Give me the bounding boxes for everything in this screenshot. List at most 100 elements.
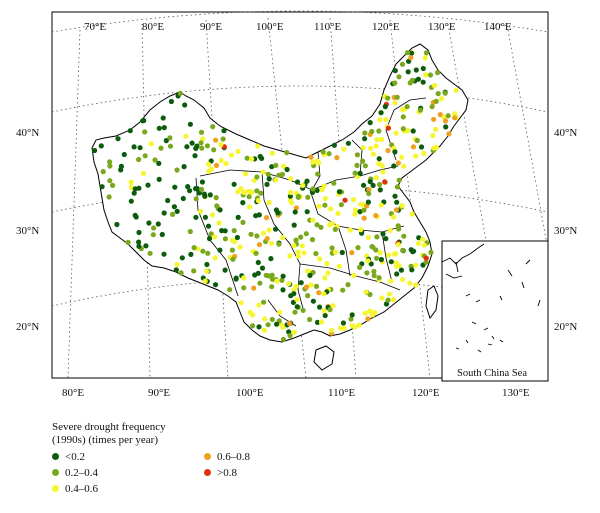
station-dot <box>354 152 360 158</box>
station-dot <box>299 243 305 249</box>
station-dot <box>423 255 429 261</box>
station-dot <box>231 228 237 234</box>
station-dot <box>410 128 416 134</box>
station-dot <box>373 255 380 261</box>
station-dot <box>199 145 205 151</box>
station-dot <box>222 267 228 273</box>
station-dot <box>211 147 217 153</box>
station-dot <box>324 260 330 267</box>
station-dot <box>280 273 286 279</box>
station-dot <box>151 225 157 231</box>
station-dot <box>438 96 444 102</box>
station-dot <box>131 190 137 196</box>
station-dot <box>291 243 297 249</box>
station-dot <box>241 275 247 281</box>
station-dot <box>148 141 154 147</box>
hainan-island <box>313 345 335 371</box>
station-dot <box>295 253 301 259</box>
station-dot <box>137 145 143 151</box>
station-dot <box>256 212 262 218</box>
station-dot <box>362 310 368 316</box>
station-dot <box>259 155 265 161</box>
station-dot <box>187 121 193 127</box>
station-dot <box>329 245 335 251</box>
station-dot <box>121 151 127 158</box>
station-dot <box>409 77 415 83</box>
station-dot <box>316 203 322 209</box>
station-dot <box>345 140 351 146</box>
station-dot <box>248 231 254 237</box>
station-dot <box>269 150 275 156</box>
station-dot <box>433 126 439 132</box>
station-dot <box>437 112 443 118</box>
station-dot <box>322 312 328 319</box>
station-dot <box>221 128 227 134</box>
station-dot <box>329 327 335 333</box>
station-dot <box>193 196 199 202</box>
station-dot <box>418 144 425 150</box>
station-dot <box>331 142 337 148</box>
station-dot <box>172 184 178 190</box>
station-dot <box>400 114 406 120</box>
station-dot <box>305 194 311 200</box>
station-dot <box>286 281 292 287</box>
station-dot <box>413 282 419 288</box>
station-dot <box>232 239 238 245</box>
station-dot <box>173 267 179 273</box>
station-dot <box>385 95 391 101</box>
station-dot <box>207 192 213 198</box>
station-dot <box>193 186 199 192</box>
station-dot <box>143 243 149 249</box>
station-dot <box>373 247 379 253</box>
station-dot <box>256 302 262 308</box>
station-dot <box>365 316 371 322</box>
station-dot <box>365 234 371 241</box>
station-dot <box>363 289 369 295</box>
lon-label-top: 70°E <box>84 21 106 33</box>
station-dot <box>371 273 377 279</box>
station-dot <box>405 69 411 75</box>
station-dot <box>92 147 98 154</box>
station-dot <box>327 222 333 228</box>
station-dot <box>358 201 364 207</box>
station-dot <box>204 268 210 274</box>
station-dot <box>255 270 261 276</box>
station-dot <box>276 241 282 247</box>
station-dot <box>332 249 338 255</box>
station-dot <box>294 179 301 185</box>
station-dot <box>205 223 212 229</box>
station-dot <box>259 265 266 271</box>
station-dot <box>386 291 392 297</box>
station-dot <box>355 245 361 251</box>
station-dot <box>222 236 228 242</box>
station-dot <box>158 145 164 151</box>
station-dot <box>189 140 195 146</box>
station-dot <box>380 231 386 237</box>
station-dot <box>326 151 332 157</box>
lat-label-left: 40°N <box>16 127 39 139</box>
station-dot <box>211 234 218 240</box>
station-dot <box>233 276 239 282</box>
station-dot <box>364 270 370 276</box>
station-dot <box>142 129 148 135</box>
station-dot <box>174 208 180 214</box>
drought-map: 70°E 80°E 90°E 100°E 110°E 120°E 130°E 1… <box>16 10 577 399</box>
station-dot <box>217 247 223 253</box>
station-dot <box>174 167 180 173</box>
legend-items: <0.2 0.2–0.4 0.4–0.6 0.6–0.8 >0.8 <box>52 451 352 501</box>
station-dot <box>315 171 321 177</box>
station-dot <box>378 202 384 208</box>
station-dot <box>235 148 241 154</box>
station-dot <box>118 167 124 173</box>
station-dot <box>376 275 382 281</box>
station-dot <box>310 186 316 192</box>
station-dot <box>351 272 357 279</box>
station-dot <box>356 322 362 328</box>
station-dot <box>205 250 211 256</box>
station-dot <box>369 128 375 135</box>
station-dot <box>396 226 402 232</box>
station-dot <box>293 283 299 289</box>
station-dot <box>393 251 399 257</box>
station-dot <box>314 158 320 164</box>
station-dot <box>322 275 328 281</box>
